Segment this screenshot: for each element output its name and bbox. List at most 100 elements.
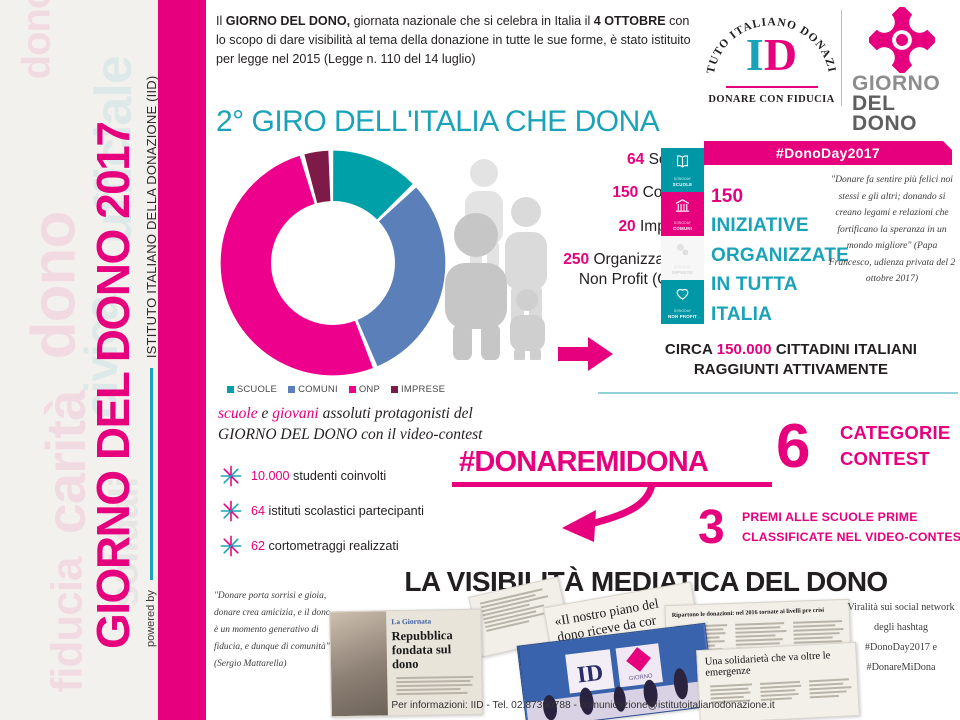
stat-number: 20 [618,217,636,235]
chart-legend: SCUOLE COMUNI ONP IMPRESE [220,384,452,395]
vertical-title-block: GIORNO DEL DONO 2017 powered by ISTITUTO… [45,0,159,675]
contest-cat-line2: CONTEST [840,448,930,470]
schools-lead-scuole: scuole [218,405,258,422]
badge-label: IMPRESE [671,270,694,275]
bullet-row: 62 cortometraggi realizzati [220,528,520,563]
gdd-line1: GIORNO [852,72,941,95]
badge-comuni: DONODAY COMUNI [661,192,704,236]
stat-number: 250 [563,251,590,269]
building-icon [674,197,691,219]
iid-letter-i: I [745,29,764,80]
badge-scuole: DONODAY SCUOLE [661,148,704,192]
bullet-number: 64 [251,503,266,518]
badge-sub: DONODAY [673,221,692,225]
schools-lead: scuole e giovani assoluti protagonisti d… [218,404,508,446]
iid-arc-text: ISTITUTO ITALIANO DONAZIONE [699,0,839,78]
badge-sub: DONODAY [673,265,692,269]
logo-divider [841,10,842,106]
intro-mid: giornata nazionale che si celebra in Ita… [350,14,594,28]
legend-label: IMPRESE [401,384,446,395]
legend-label: ONP [358,384,381,395]
schools-lead-rest: assoluti protagonisti del [318,405,473,422]
pink-accent-stripe [158,0,206,720]
iid-underline [726,86,818,88]
badge-label: SCUOLE [672,182,693,187]
stat-number: 150 [612,184,639,202]
arrow-right-icon [558,336,614,372]
legend-item-comuni: COMUNI [288,384,338,395]
book-icon [674,153,691,175]
reach-number: 150.000 [716,341,772,358]
diamond-mark-icon [850,6,954,74]
donut-chart [218,148,453,383]
reach-line2: RAGGIUNTI ATTIVAMENTE [693,360,889,378]
teal-rule-reach [598,392,958,394]
initiatives-count: 150 [711,186,744,207]
bullet-number: 10.000 [251,468,290,483]
contest-categories-label: CATEGORIE CONTEST [840,420,960,473]
press-headline-donazioni: Ripartono le donazioni: nel 2016 tornate… [671,606,825,620]
press-photo-event: ID GIORNO [516,622,716,720]
legend-swatch [348,386,356,393]
svg-text:ID: ID [576,660,605,689]
virality-note: Viralità sui social network degli hashta… [847,602,955,673]
powered-by-label: powered by [145,590,157,647]
contest-prizes-count: 3 [698,501,725,554]
donoday-ribbon: #DonoDay2017 [704,141,952,166]
bullet-text: 64 istituti scolastici partecipanti [251,503,424,518]
star-bullet-icon [220,500,242,522]
donaremidona-hashtag: #DONAREMIDONA [459,446,709,478]
contest-prize-line1: PREMI ALLE SCUOLE PRIME [742,510,918,524]
badge-label: NON PROFIT [667,314,698,319]
legend-item-scuole: SCUOLE [226,384,277,395]
logo-block: ISTITUTO ITALIANO DONAZIONE ID DONARE CO… [699,0,954,166]
people-silhouettes [434,155,564,362]
iid-letter-d: D [763,29,798,80]
iid-logo: ISTITUTO ITALIANO DONAZIONE ID DONARE CO… [699,0,839,116]
iid-monogram: ID [704,32,839,78]
gdd-line2: DEL DONO [852,92,917,136]
press-headline-solidarieta: Una solidarietà che va oltre le emergenz… [704,650,831,679]
iid-tagline: DONARE CON FIDUCIA [708,94,835,105]
section-title: 2° GIRO DELL'ITALIA CHE DONA [216,105,660,138]
svg-text:GIORNO: GIORNO [629,673,654,682]
bullet-number: 62 [251,538,266,553]
badge-non-profit: DONODAY NON PROFIT [661,280,704,324]
reach-statement: CIRCA 150.000 CITTADINI ITALIANI RAGGIUN… [626,340,956,379]
initiatives-line3: IN TUTTA ITALIA [711,274,798,325]
arrow-curve-icon [556,482,676,548]
intro-bold-giorno: GIORNO DEL DONO, [225,14,351,28]
bullet-row: 10.000 studenti coinvolti [220,458,520,493]
legend-item-imprese: IMPRESE [391,384,445,395]
pope-quote: "Donare fa sentire più felici noi stessi… [828,174,956,284]
mattarella-quote: "Donare porta sorrisi e gioia, donare cr… [214,591,331,670]
bullet-text: 62 cortometraggi realizzati [251,538,399,553]
intro-post: con lo scopo di dare visibilità al tema … [216,14,691,66]
donoday-hashtag: #DonoDay2017 [776,145,880,162]
legend-swatch [391,386,399,393]
initiatives-word: INIZIATIVE [711,215,809,237]
legend-item-onp: ONP [348,384,381,395]
intro-paragraph: Il GIORNO DEL DONO, giornata nazionale c… [216,12,696,69]
contest-cat-line1: CATEGORIE [840,422,951,443]
organization-label: ISTITUTO ITALIANO DELLA DONAZIONE (IID) [143,75,159,359]
footer-contact: Per informazioni: IID - Tel. 02.87390788… [391,700,775,711]
initiatives-block: 150 INIZIATIVE ORGANIZZATE IN TUTTA ITAL… [711,182,849,329]
schools-lead-giovani: giovani [272,405,319,422]
intro-pre: Il [216,14,226,28]
star-bullet-icon [220,465,242,487]
gdd-wordmark: GIORNO DEL DONO [850,72,954,136]
badge-sub: DONODAY [673,177,692,181]
giorno-del-dono-logo: GIORNO DEL DONO [850,6,954,134]
legend-swatch [226,386,234,393]
bullet-text: 10.000 studenti coinvolti [251,468,387,483]
press-collage: La Giornata Repubblica fondata sul dono … [326,576,860,720]
hashtag-underline [452,482,772,487]
donut-segment-imprese [220,150,446,376]
contest-prize-line2: CLASSIFICATE NEL VIDEO-CONTEST [742,529,960,544]
star-bullet-icon [220,535,242,557]
main-content: Il GIORNO DEL DONO, giornata nazionale c… [206,0,960,720]
bullet-row: 64 istituti scolastici partecipanti [220,493,520,528]
left-banner: dono ufficiale dono civica carità solida… [0,0,158,720]
